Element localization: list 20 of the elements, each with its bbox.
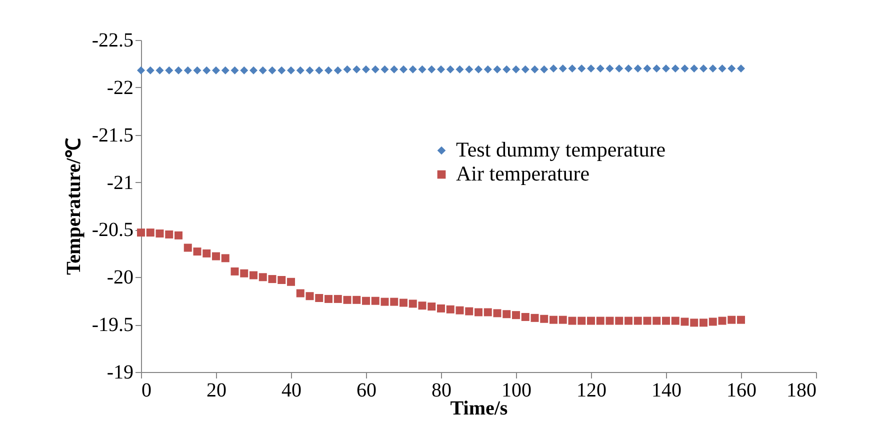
y-tick-label: -22 [106,76,134,99]
x-tick-label: 120 [576,380,606,402]
y-tick-label: -19.5 [92,314,134,336]
y-tick-label: -21.5 [92,124,134,146]
x-tick-label: 140 [652,380,682,402]
y-tick-label: -21 [106,172,134,194]
x-tick-label: 60 [356,380,376,402]
y-axis-title: Temperature/℃ [62,138,85,275]
legend-label: Air temperature [456,162,590,186]
x-tick-label: 160 [726,380,756,402]
y-tick-label: -22.5 [92,30,134,52]
y-tick-label: -20 [106,266,134,289]
x-tick-label: 20 [206,380,226,402]
y-tick-label: -20.5 [92,219,134,242]
x-tick-label: 180 [786,380,816,402]
x-tick-label: 0 [142,380,152,402]
legend-label: Test dummy temperature [456,138,666,162]
x-tick-label: 40 [282,380,302,402]
y-tick-label: -19 [106,362,134,384]
x-tick-label: 80 [432,380,452,402]
